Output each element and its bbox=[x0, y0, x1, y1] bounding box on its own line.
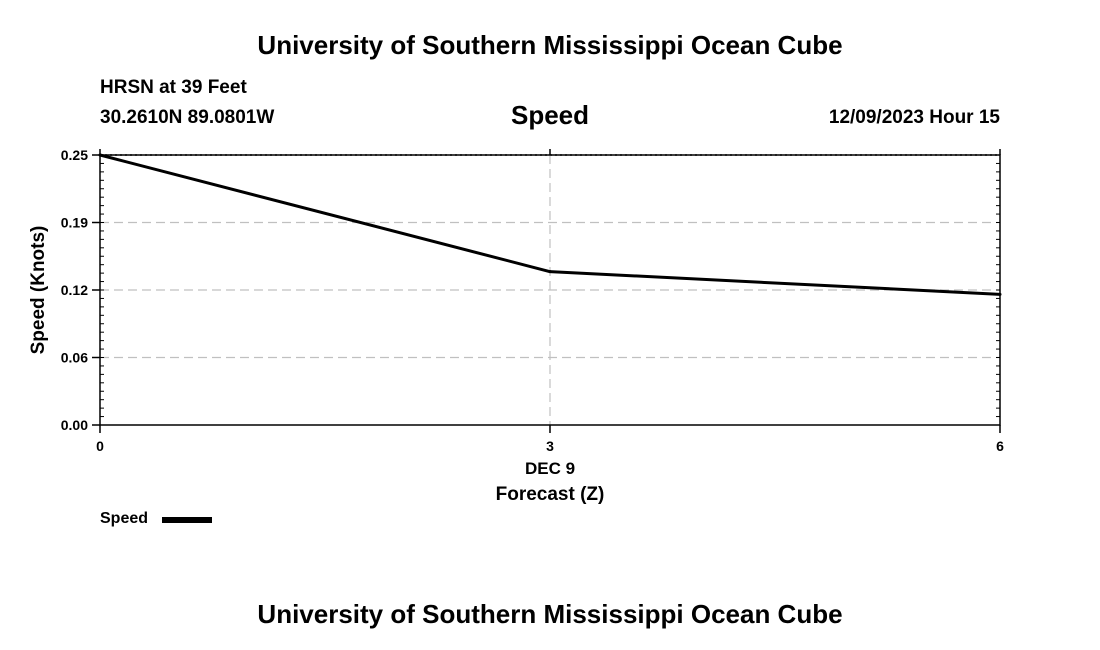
x-axis-label: Forecast (Z) bbox=[496, 484, 605, 505]
x-tick-label: 3 bbox=[546, 438, 554, 454]
y-tick-label: 0.25 bbox=[61, 147, 88, 163]
station-label: HRSN at 39 Feet bbox=[100, 77, 247, 98]
y-tick-label: 0.12 bbox=[61, 282, 88, 298]
legend-label: Speed bbox=[100, 510, 149, 527]
series-layer bbox=[98, 153, 1002, 296]
x-tick-label: 0 bbox=[96, 438, 104, 454]
plot-frame bbox=[99, 154, 1001, 426]
page-title: University of Southern Mississippi Ocean… bbox=[257, 30, 843, 60]
coordinates-label: 30.2610N 89.0801W bbox=[100, 107, 275, 128]
axis-labels: Speed (Knots) DEC 9 Forecast (Z) bbox=[28, 226, 604, 505]
y-axis-label: Speed (Knots) bbox=[28, 226, 49, 355]
legend-swatch bbox=[162, 517, 212, 523]
datetime-label: 12/09/2023 Hour 15 bbox=[828, 107, 1000, 128]
chart-title: Speed bbox=[510, 100, 590, 130]
y-tick-label: 0.19 bbox=[61, 215, 88, 231]
x-tick-label: 6 bbox=[996, 438, 1004, 454]
x-axis-date-label: DEC 9 bbox=[525, 459, 575, 478]
y-tick-label: 0.06 bbox=[61, 350, 88, 366]
speed-data-point bbox=[98, 153, 102, 157]
grid bbox=[100, 154, 1000, 425]
speed-data-point bbox=[998, 292, 1002, 296]
footer-title: University of Southern Mississippi Ocean… bbox=[257, 599, 843, 629]
speed-data-point bbox=[548, 270, 552, 274]
axis-ticks: 0.00 0.06 0.12 0.19 0.25 0 3 6 bbox=[61, 147, 1004, 454]
y-tick-label: 0.00 bbox=[61, 417, 88, 433]
